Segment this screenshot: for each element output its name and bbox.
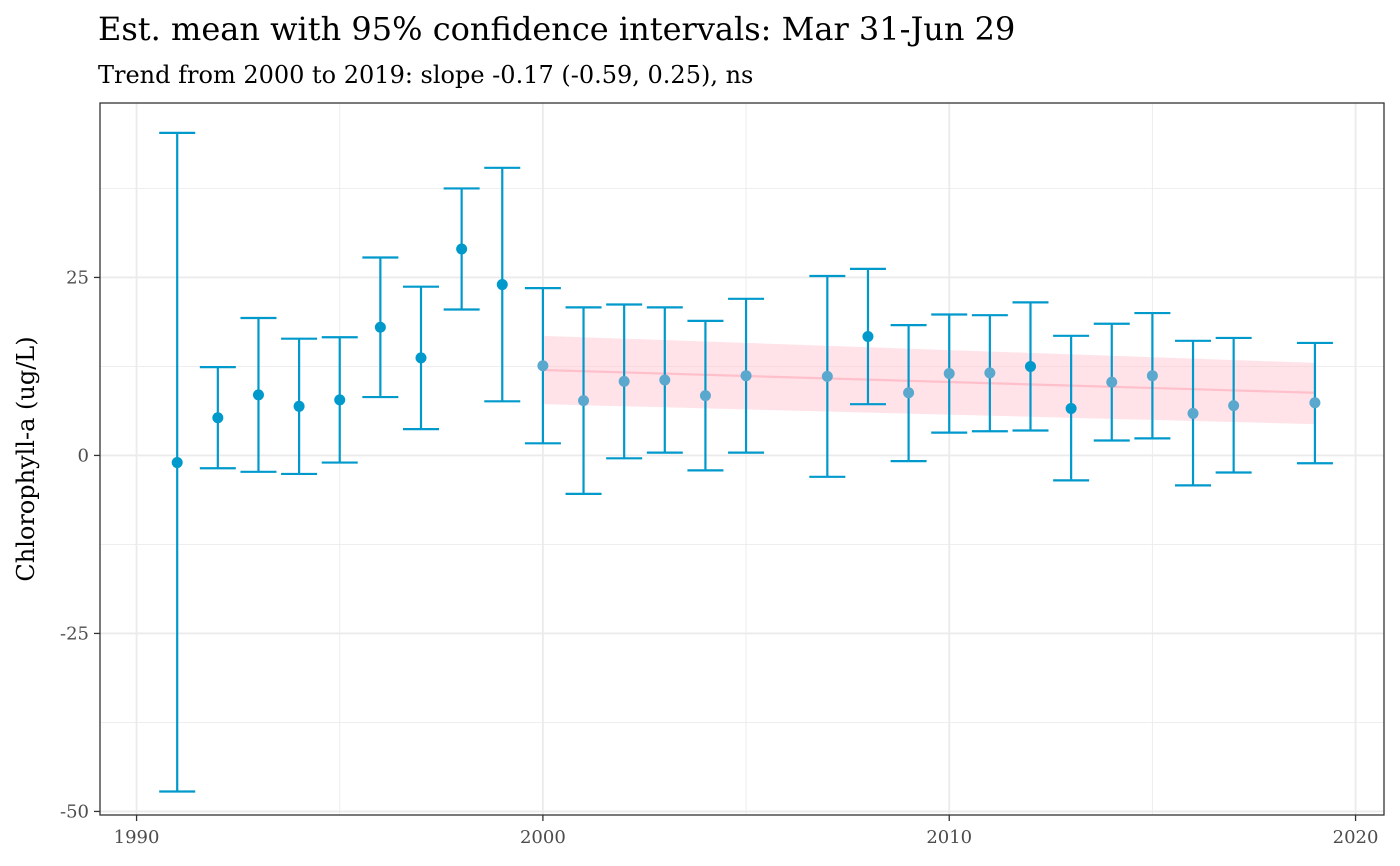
grid-lines — [100, 103, 1384, 815]
trend-ribbon-layer — [542, 335, 1315, 425]
data-point — [659, 374, 671, 386]
data-point — [821, 370, 833, 382]
data-point — [415, 352, 427, 364]
data-point — [456, 243, 468, 255]
mean-points — [171, 243, 1321, 469]
data-point — [334, 394, 346, 406]
axis-ticks: 1990 2000 2010 2020 -50 -25 0 25 — [60, 267, 1378, 848]
data-point — [293, 400, 305, 412]
y-tick-label: -25 — [60, 623, 89, 644]
data-point — [1146, 370, 1158, 382]
x-tick-label: 2010 — [926, 827, 972, 848]
data-point — [578, 395, 590, 407]
data-point — [374, 321, 386, 333]
y-tick-label: 25 — [66, 267, 89, 288]
data-point — [252, 389, 264, 401]
data-point — [903, 387, 915, 399]
trend-ribbon — [542, 335, 1315, 425]
data-point — [740, 370, 752, 382]
y-tick-label: 0 — [78, 445, 89, 466]
trend-line — [542, 368, 1315, 394]
y-axis-label: Chlorophyll-a (ug/L) — [12, 336, 40, 581]
data-point — [1065, 402, 1077, 414]
data-point — [496, 279, 508, 291]
data-point — [1024, 360, 1036, 372]
data-point — [1309, 397, 1321, 409]
data-point — [537, 360, 549, 372]
data-point — [1106, 376, 1118, 388]
data-point — [171, 457, 183, 469]
x-tick-label: 2020 — [1333, 827, 1379, 848]
data-point — [862, 331, 874, 343]
chart-subtitle: Trend from 2000 to 2019: slope -0.17 (-0… — [98, 61, 753, 89]
y-tick-label: -50 — [60, 801, 89, 822]
data-point — [699, 390, 711, 402]
data-point — [212, 412, 224, 424]
data-point — [943, 368, 955, 380]
data-point — [984, 367, 996, 379]
x-tick-label: 1990 — [114, 827, 160, 848]
data-point — [1187, 407, 1199, 419]
panel-border — [99, 102, 1385, 816]
x-tick-label: 2000 — [520, 827, 566, 848]
data-point — [618, 375, 630, 387]
data-point — [1228, 400, 1240, 412]
chart-title: Est. mean with 95% confidence intervals:… — [98, 10, 1015, 48]
